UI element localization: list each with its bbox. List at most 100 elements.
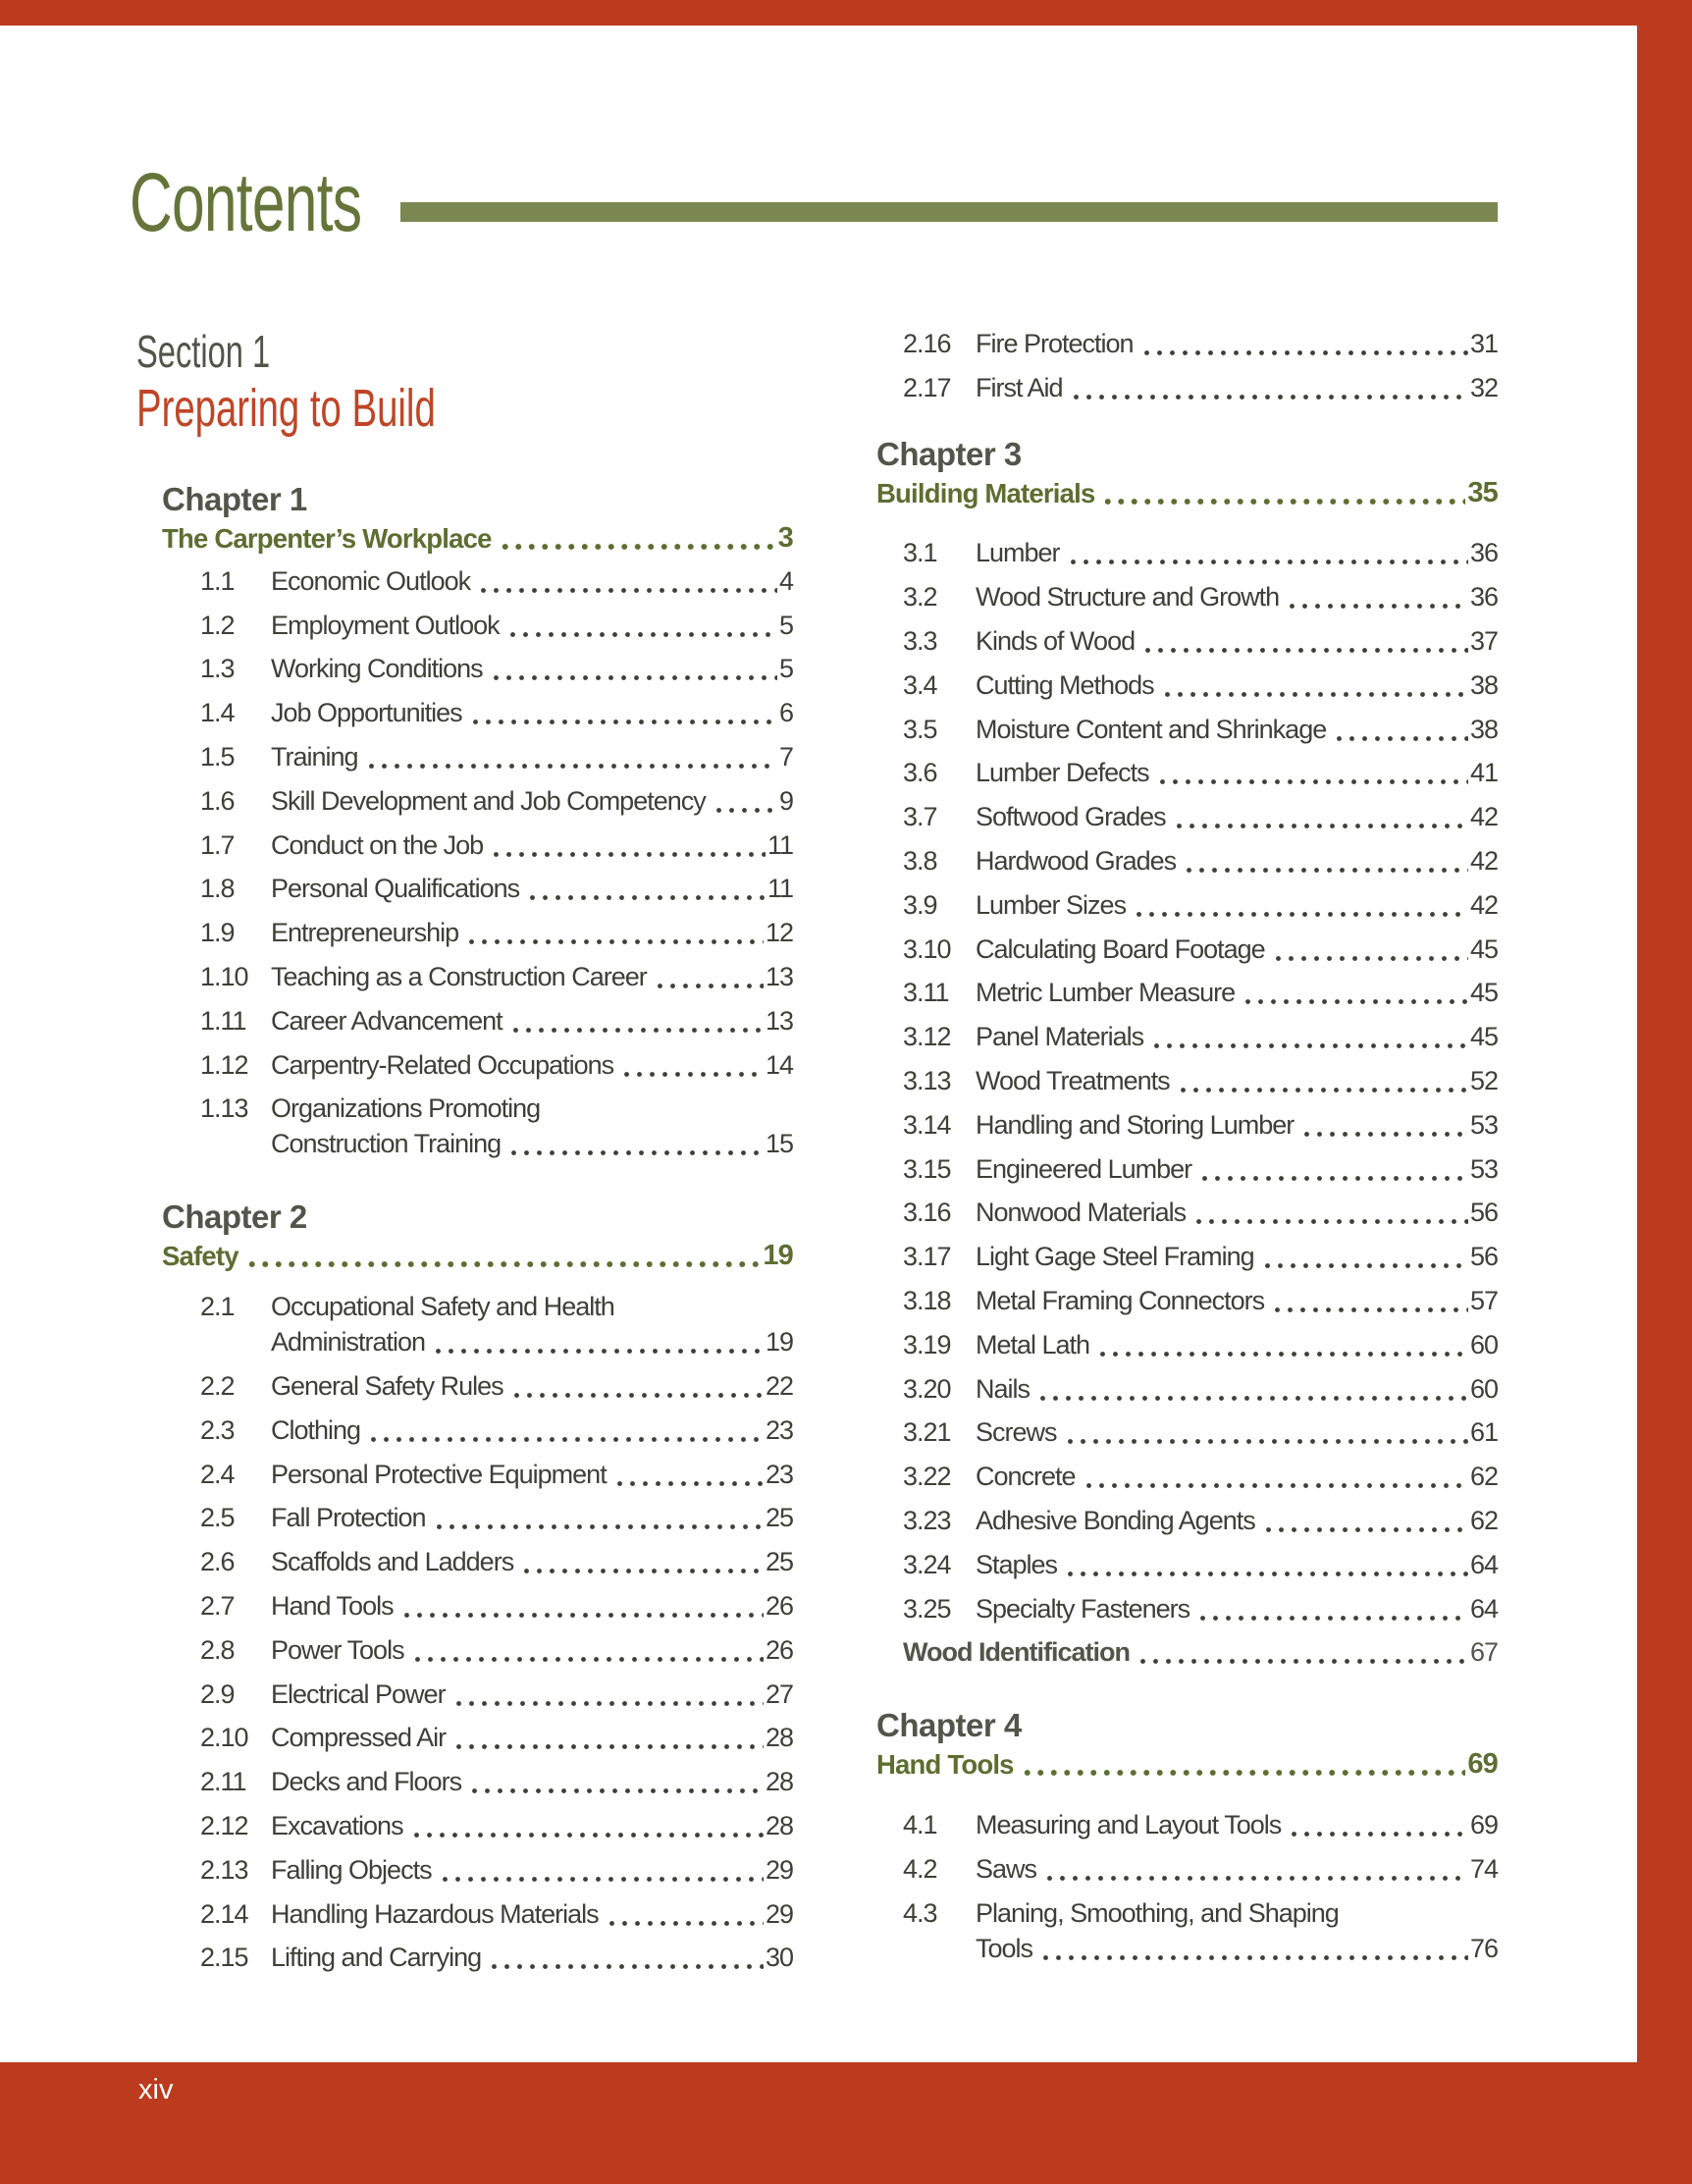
dot-leader [477,587,777,593]
toc-entry: 3.23 Adhesive Bonding Agents 62 [876,1500,1499,1544]
dot-leader [1286,604,1468,610]
entry-number: 3.19 [903,1329,952,1359]
entry-page: 53 [1469,1109,1499,1140]
entry-page: 13 [765,1005,794,1036]
chapter-label: Chapter 2 [162,1199,307,1236]
entry-page: 38 [1469,714,1499,744]
entry-title: General Safety Rules [271,1370,504,1401]
entry-number: 1.4 [200,698,236,728]
entry-number: 3.17 [903,1242,952,1272]
dot-leader [367,1436,764,1442]
entry-page: 6 [778,698,794,728]
dot-leader [438,1876,764,1882]
entry-page: 15 [765,1129,794,1159]
entry-page: 11 [767,829,794,860]
chapter-title: Hand Tools [876,1749,1014,1781]
entry-title: Hand Tools [271,1590,395,1621]
entry-title: Calculating Board Footage [976,933,1266,964]
dot-leader [1271,1306,1468,1312]
dot-leader [1183,867,1468,873]
toc-entry: 3.2 Wood Structure and Growth 36 [876,576,1499,620]
dot-leader [508,1027,764,1033]
entry-number: 2.1 [200,1292,236,1322]
chapter-title: Building Materials [876,477,1095,508]
entry-page: 74 [1469,1853,1499,1884]
entry-page: 64 [1469,1549,1499,1579]
entry-title: Fall Protection [271,1503,427,1533]
entry-title: Lifting and Carrying [271,1943,482,1973]
entry-number: 2.3 [200,1414,236,1445]
entry-title: Power Tools [271,1634,405,1665]
entry-title: Clothing [271,1414,361,1445]
entry-title: Screws [976,1417,1058,1448]
toc-entry: 2.8 Power Tools 26 [162,1629,794,1674]
chapter-title: The Carpenter’s Workplace [162,523,492,554]
entry-number: 1.7 [200,829,236,860]
entry-number: 2.9 [200,1678,236,1709]
toc-entry: 3.11 Metric Lumber Measure 45 [876,973,1499,1017]
entry-title: Lumber [976,538,1061,568]
toc-entry: 3.22 Concrete 62 [876,1456,1499,1500]
toc-entry: 1.4 Job Opportunities 6 [162,692,794,736]
chapter-entries: 4.1 Measuring and Layout Tools 69 4.2 Saws 74… [876,1804,1499,1971]
entry-title: Carpentry-Related Occupations [271,1049,614,1080]
toc-entry: 2.14 Handling Hazardous Materials 29 [162,1893,794,1938]
section-label: Section 1 [136,326,271,377]
toc-entry: Wood Identification 67 [876,1632,1499,1677]
dot-leader [1066,559,1468,565]
entry-number: 3.21 [903,1417,952,1448]
entry-number: 4.3 [903,1897,938,1928]
chapter-page: 3 [777,522,794,554]
dot-leader [244,1261,762,1268]
toc-entry: 2.3 Clothing 23 [162,1410,794,1454]
dot-leader [1063,1439,1468,1445]
entry-title: Specialty Fasteners [976,1593,1190,1624]
entry-page: 69 [1469,1810,1499,1840]
dot-leader [432,1349,764,1355]
entry-number: 3.12 [903,1022,952,1052]
dot-leader [1333,735,1468,741]
entry-number: 3.23 [903,1505,952,1535]
entry-number: 1.3 [200,654,236,684]
entry-page: 23 [765,1414,794,1445]
toc-entry: 3.13 Wood Treatments 52 [876,1060,1499,1104]
dot-leader [1036,1395,1468,1401]
orphan-entries: 2.16 Fire Protection 31 2.17 First Aid 32 [876,323,1499,411]
dot-leader [1064,1571,1468,1576]
dot-leader [468,1788,764,1794]
dot-leader [409,1832,764,1838]
toc-entry: 3.6 Lumber Defects 41 [876,753,1499,797]
entry-title: Tools [976,1933,1033,1963]
dot-leader [507,1150,764,1156]
dot-leader [620,1071,764,1077]
entry-number: 3.25 [903,1593,952,1624]
entry-number: 2.16 [903,328,952,358]
entry-title: Compressed Air [271,1723,447,1753]
entry-page: 56 [1469,1242,1499,1272]
entry-title: Handling Hazardous Materials [271,1898,600,1929]
chapter-block: Chapter 4 Hand Tools 69 4.1 Measuring and La… [876,1707,1499,1971]
entry-number: 3.18 [903,1285,952,1315]
entry-number: 3.11 [903,978,950,1008]
top-bleed-bar [0,0,1692,26]
dot-leader [1039,1954,1468,1960]
entry-number: 1.6 [200,785,236,816]
chapter-page: 19 [763,1240,793,1272]
toc-entry: 3.16 Nonwood Materials 56 [876,1193,1499,1237]
entry-title: Wood Identification [903,1637,1131,1668]
entry-page: 76 [1469,1933,1499,1963]
entry-title: Occupational Safety and Health [271,1292,615,1322]
dot-leader [410,1656,764,1662]
entry-page: 64 [1469,1593,1499,1624]
toc-entry: 3.8 Hardwood Grades 42 [876,840,1499,884]
entry-title: Scaffolds and Ladders [271,1547,514,1577]
entry-title: Wood Structure and Growth [976,582,1280,613]
chapter-label: Chapter 3 [876,435,1022,472]
toc-entry: 3.14 Handling and Storing Lumber 53 [876,1104,1499,1148]
entry-title: Wood Treatments [976,1065,1171,1095]
dot-leader [1020,1770,1466,1777]
entry-number: 2.14 [200,1898,249,1929]
entry-page: 5 [778,654,794,684]
entry-number: 3.6 [903,758,938,788]
dot-leader [1043,1875,1468,1881]
